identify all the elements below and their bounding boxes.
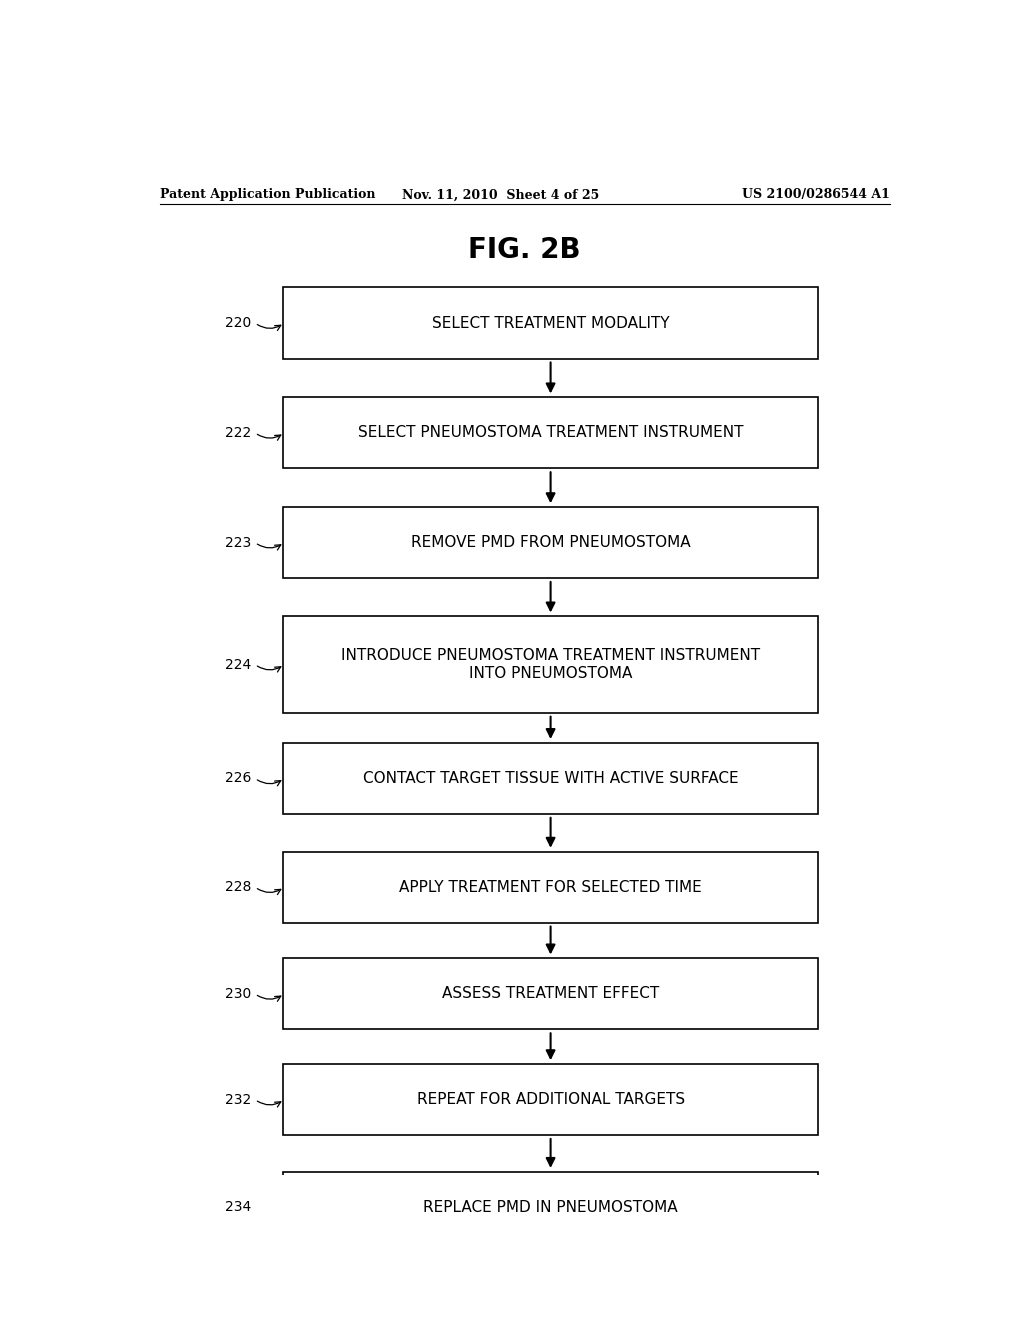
Text: Nov. 11, 2010  Sheet 4 of 25: Nov. 11, 2010 Sheet 4 of 25 (402, 189, 600, 202)
Text: APPLY TREATMENT FOR SELECTED TIME: APPLY TREATMENT FOR SELECTED TIME (399, 879, 702, 895)
Bar (283, 743, 818, 814)
Text: SELECT PNEUMOSTOMA TREATMENT INSTRUMENT: SELECT PNEUMOSTOMA TREATMENT INSTRUMENT (357, 425, 743, 441)
Bar (283, 851, 818, 923)
Text: SELECT TREATMENT MODALITY: SELECT TREATMENT MODALITY (432, 315, 670, 330)
Text: FIG. 2B: FIG. 2B (469, 236, 581, 264)
Bar (283, 397, 818, 469)
Text: CONTACT TARGET TISSUE WITH ACTIVE SURFACE: CONTACT TARGET TISSUE WITH ACTIVE SURFAC… (362, 771, 738, 785)
Text: 222: 222 (224, 426, 251, 440)
Bar (283, 1064, 818, 1135)
Text: Patent Application Publication: Patent Application Publication (160, 189, 375, 202)
Text: 220: 220 (224, 315, 251, 330)
Bar (283, 616, 818, 713)
Bar (283, 507, 818, 578)
Text: 234: 234 (224, 1200, 251, 1214)
Text: REPLACE PMD IN PNEUMOSTOMA: REPLACE PMD IN PNEUMOSTOMA (423, 1200, 678, 1214)
Bar (283, 1172, 818, 1243)
Bar (283, 288, 818, 359)
Text: 230: 230 (224, 987, 251, 1001)
Text: 223: 223 (224, 536, 251, 549)
Text: REMOVE PMD FROM PNEUMOSTOMA: REMOVE PMD FROM PNEUMOSTOMA (411, 535, 690, 550)
Text: INTRODUCE PNEUMOSTOMA TREATMENT INSTRUMENT
INTO PNEUMOSTOMA: INTRODUCE PNEUMOSTOMA TREATMENT INSTRUME… (341, 648, 760, 681)
Text: REPEAT FOR ADDITIONAL TARGETS: REPEAT FOR ADDITIONAL TARGETS (417, 1092, 685, 1107)
Text: ASSESS TREATMENT EFFECT: ASSESS TREATMENT EFFECT (442, 986, 659, 1002)
Text: 232: 232 (224, 1093, 251, 1106)
Bar (283, 958, 818, 1030)
Text: 224: 224 (224, 657, 251, 672)
Text: 226: 226 (224, 771, 251, 785)
Text: US 2100/0286544 A1: US 2100/0286544 A1 (742, 189, 890, 202)
Text: 228: 228 (224, 880, 251, 894)
